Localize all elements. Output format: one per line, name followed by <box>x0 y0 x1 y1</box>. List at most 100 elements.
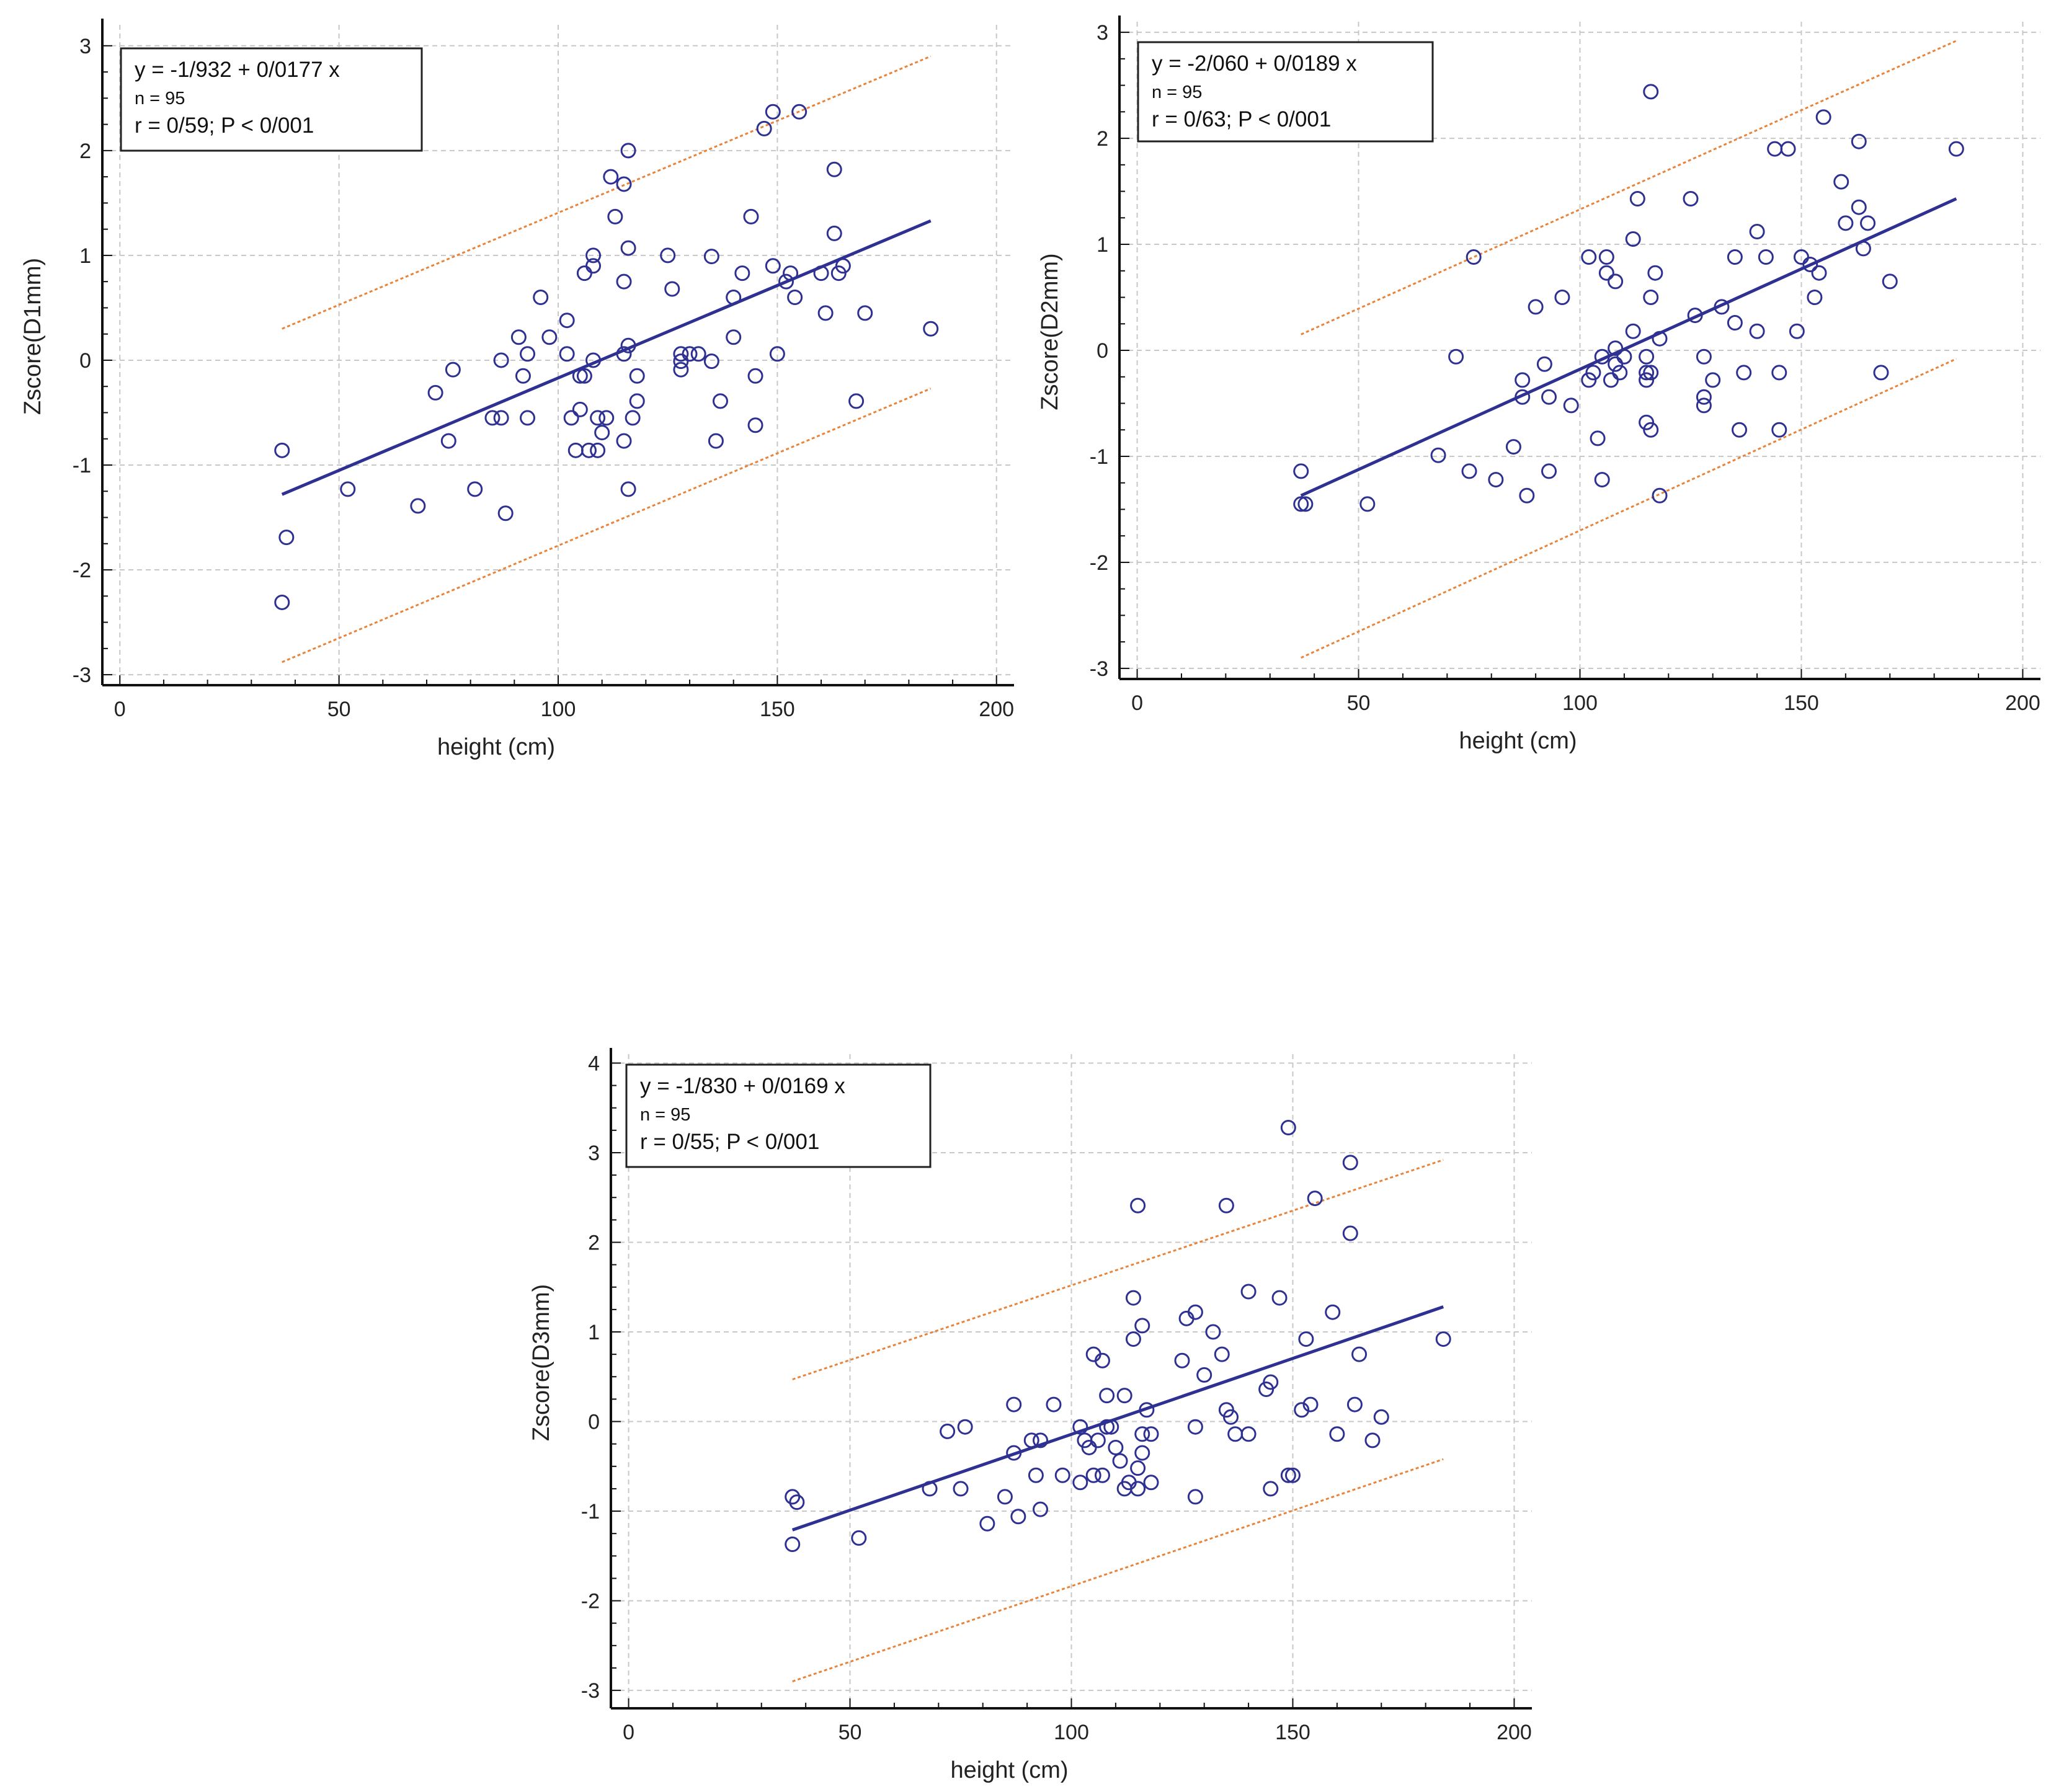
x-tick-label: 200 <box>1497 1721 1532 1744</box>
data-point <box>1616 348 1632 365</box>
y-tick-label: -1 <box>1090 445 1108 469</box>
y-tick-label: 1 <box>588 1321 600 1344</box>
regression-line <box>791 1305 1444 1532</box>
data-point <box>664 281 680 297</box>
data-point <box>1488 472 1504 488</box>
data-point <box>1767 141 1783 157</box>
data-point <box>1594 472 1610 488</box>
data-point <box>1143 1426 1159 1442</box>
data-point <box>1727 315 1743 331</box>
data-point <box>1134 1426 1150 1442</box>
data-point <box>1187 1489 1203 1505</box>
data-point <box>708 433 724 449</box>
chart-d3: 0 50 100 150 200 -3 -2 -1 0 1 2 3 4 height (cm) Zscore… <box>528 1048 1532 1783</box>
data-point <box>1749 224 1765 240</box>
legend-n: n = 95 <box>135 89 185 109</box>
data-point <box>340 481 356 497</box>
data-point <box>1325 1304 1341 1320</box>
data-point <box>1612 365 1628 381</box>
data-point <box>1223 1409 1239 1425</box>
data-point <box>682 346 698 362</box>
data-point <box>1736 365 1752 381</box>
legend-stats: r = 0/59; P < 0/001 <box>135 113 314 138</box>
data-point <box>923 321 939 337</box>
data-point <box>1732 422 1748 438</box>
data-point <box>1643 365 1659 381</box>
data-point <box>957 1419 973 1435</box>
data-point <box>572 368 588 384</box>
data-point <box>1639 414 1655 430</box>
data-point <box>1214 1346 1230 1362</box>
scatter-points <box>274 104 939 610</box>
data-point <box>581 442 597 458</box>
data-point <box>1435 1331 1451 1347</box>
data-point <box>1833 174 1849 190</box>
data-point <box>1603 372 1619 388</box>
data-point <box>747 368 763 384</box>
data-point <box>1541 463 1557 479</box>
data-point <box>1271 1290 1288 1306</box>
data-point <box>997 1489 1013 1505</box>
data-point <box>747 417 763 433</box>
data-point <box>1174 1352 1190 1368</box>
data-point <box>743 208 759 224</box>
y-axis-label: Zscore(D1mm) <box>20 258 46 415</box>
data-point <box>1187 1304 1203 1320</box>
data-point <box>1585 365 1601 381</box>
regression-line <box>1300 197 1957 497</box>
legend-n: n = 95 <box>640 1105 690 1125</box>
data-point <box>1359 496 1376 512</box>
data-point <box>1629 191 1645 207</box>
data-point <box>1594 348 1610 365</box>
data-point <box>563 410 579 426</box>
data-point <box>616 433 632 449</box>
data-point <box>484 410 501 426</box>
data-point <box>1505 439 1521 455</box>
data-point <box>1598 265 1614 281</box>
y-tick-label: -2 <box>73 559 91 582</box>
data-point <box>765 258 781 274</box>
x-tick-label: 0 <box>623 1721 634 1744</box>
data-point <box>1873 365 1889 381</box>
data-point <box>1639 348 1655 365</box>
prediction-band-lower <box>282 388 932 663</box>
data-point <box>572 401 588 417</box>
y-tick-label: 0 <box>79 349 91 373</box>
x-tick-label: 200 <box>979 698 1014 721</box>
data-point <box>826 161 842 177</box>
data-point <box>712 393 728 409</box>
x-axis-label: height (cm) <box>1459 728 1577 754</box>
data-point <box>1028 1467 1044 1483</box>
x-tick-label: 0 <box>114 698 126 721</box>
y-tick-label: 3 <box>1097 21 1108 45</box>
data-point <box>1519 487 1535 503</box>
data-point <box>620 143 636 159</box>
data-point <box>1006 1445 1022 1461</box>
data-point <box>625 410 641 426</box>
data-point <box>1342 1155 1358 1171</box>
data-point <box>785 1489 801 1505</box>
data-point <box>520 346 536 362</box>
data-point <box>440 433 456 449</box>
data-point <box>1373 1409 1389 1425</box>
data-point <box>1099 1419 1115 1435</box>
data-point <box>493 352 509 368</box>
data-point <box>445 362 461 378</box>
data-point <box>1116 1388 1132 1404</box>
data-point <box>783 265 799 282</box>
data-point <box>616 176 632 192</box>
data-point <box>1652 330 1668 347</box>
data-point <box>274 442 290 458</box>
data-point <box>1563 397 1579 414</box>
data-point <box>1205 1324 1221 1340</box>
data-point <box>1294 1402 1310 1418</box>
data-point <box>1010 1509 1026 1525</box>
data-point <box>585 247 602 264</box>
data-point <box>1023 1432 1039 1448</box>
legend-equation: y = -1/830 + 0/0169 x <box>640 1074 845 1098</box>
data-point <box>1758 249 1774 265</box>
data-point <box>1346 1396 1363 1413</box>
data-point <box>616 346 632 362</box>
data-point <box>590 410 606 426</box>
data-point <box>1297 496 1314 512</box>
